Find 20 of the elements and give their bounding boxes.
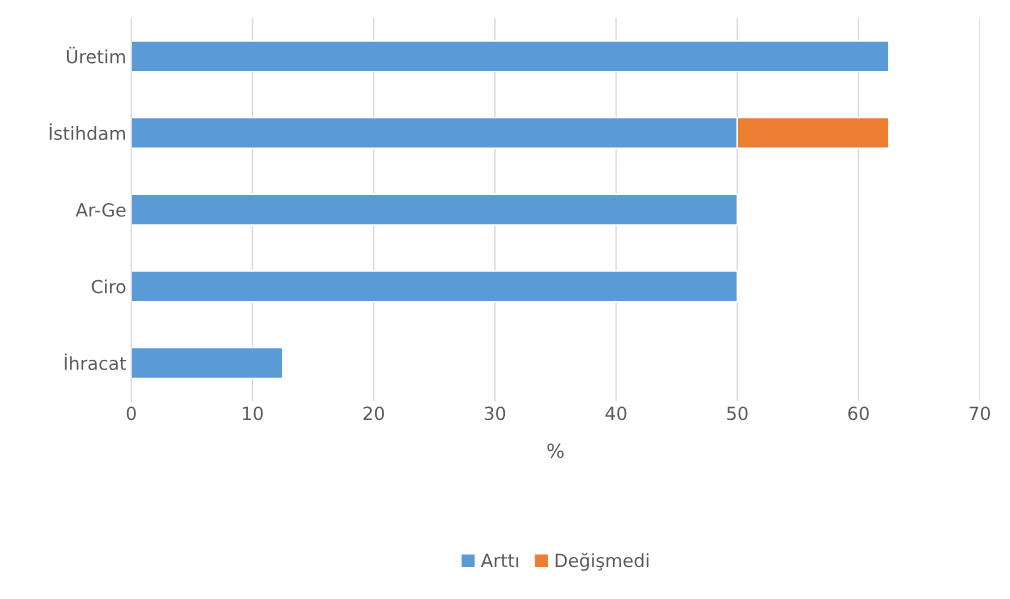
y-tick-label: İhracat bbox=[64, 353, 127, 371]
x-axis-title: % bbox=[547, 443, 564, 459]
x-tick-label: 30 bbox=[484, 406, 506, 421]
x-tick-label: 0 bbox=[126, 406, 136, 421]
x-tick-label: 10 bbox=[243, 406, 263, 421]
legend-label: Değişmedi bbox=[555, 552, 649, 571]
bar bbox=[131, 270, 738, 303]
y-tick-label: Ciro bbox=[91, 279, 126, 294]
x-tick-label: 50 bbox=[727, 406, 748, 421]
x-tick-label: 20 bbox=[363, 406, 384, 421]
y-tick-label: Ar-Ge bbox=[75, 203, 126, 217]
bar bbox=[131, 40, 890, 73]
legend-label: Arttı bbox=[480, 553, 519, 568]
x-tick-label: 60 bbox=[848, 406, 869, 421]
x-tick-label: 70 bbox=[969, 406, 990, 421]
bar bbox=[131, 193, 738, 226]
y-tick-label: Üretim bbox=[66, 46, 125, 64]
bar bbox=[131, 346, 284, 380]
y-tick-label: İstihdam bbox=[49, 123, 125, 141]
x-tick-label: 40 bbox=[605, 406, 627, 421]
